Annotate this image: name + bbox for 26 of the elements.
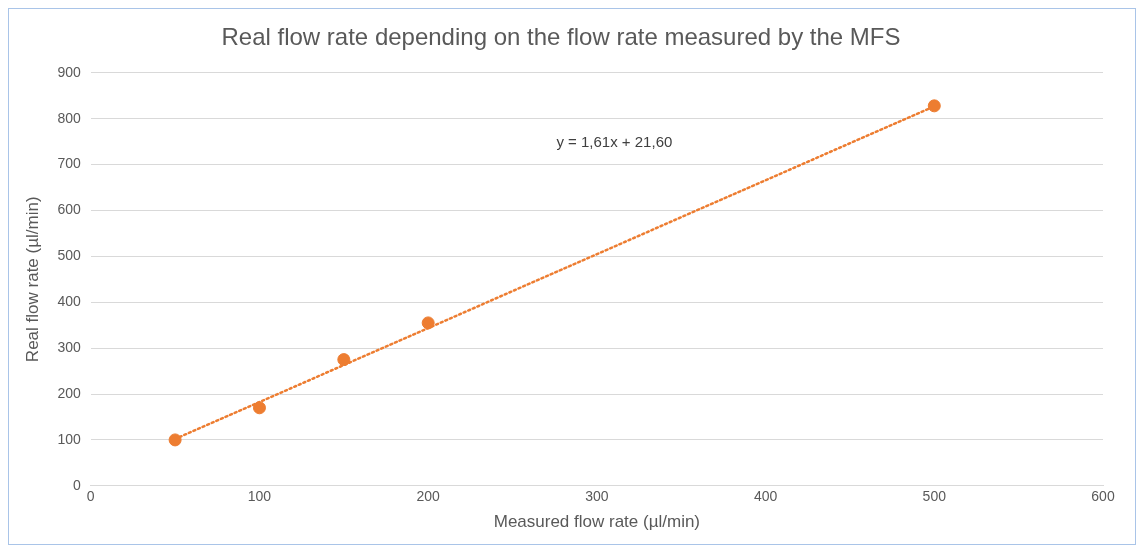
- x-tick-label: 300: [585, 488, 609, 505]
- y-tick-label: 100: [57, 430, 81, 447]
- y-tick-label: 300: [57, 338, 81, 355]
- annotation: y = 1,61x + 21,60: [556, 133, 673, 151]
- point: [927, 99, 941, 113]
- point: [421, 316, 435, 330]
- y-tick-label: 800: [57, 109, 81, 126]
- x-tick-label: 500: [922, 488, 947, 505]
- y-tick-label: 400: [57, 293, 81, 310]
- point: [337, 353, 351, 367]
- x-axis-title: Measured flow rate (µl/min): [493, 512, 701, 532]
- y-tick-label: 900: [57, 63, 81, 80]
- point: [252, 401, 266, 415]
- y-tick-label: 500: [57, 247, 81, 264]
- point: [168, 433, 182, 447]
- y-axis-title: Real flow rate (µl/min): [22, 196, 42, 363]
- y-tick-label: 700: [57, 155, 81, 172]
- x-tick-label: 600: [1091, 488, 1115, 505]
- x-tick-label: 400: [753, 488, 778, 505]
- chart-title: Real flow rate depending on the flow rate measured by the MFS: [221, 23, 901, 51]
- x-tick-label: 200: [416, 488, 441, 505]
- x-tick-label: 0: [86, 488, 95, 505]
- y-tick-label: 0: [72, 476, 81, 493]
- x-tick-label: 100: [247, 488, 272, 505]
- y-tick-label: 200: [57, 384, 81, 401]
- y-tick-label: 600: [57, 201, 81, 218]
